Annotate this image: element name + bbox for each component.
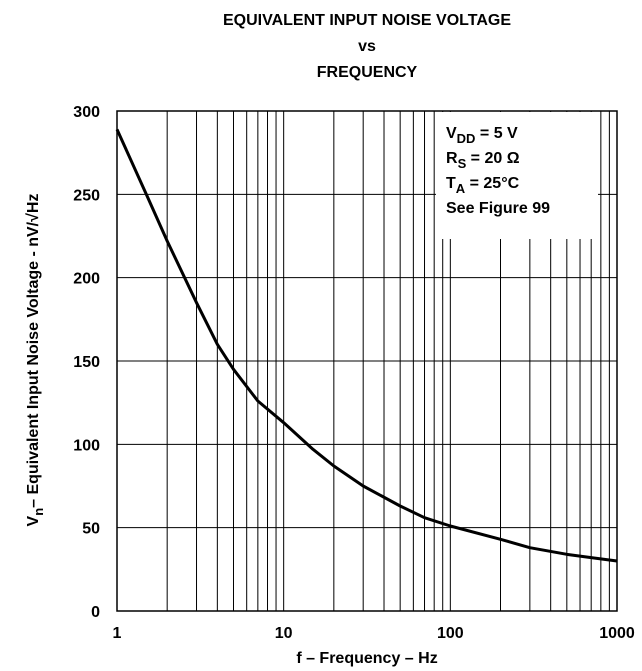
annotation: VDD = 5 V [446,125,518,146]
annotation-box [436,112,598,239]
chart-title: FREQUENCY [317,64,418,81]
annotation-sub: DD [457,131,476,146]
y-tick-label: 300 [73,104,100,121]
y-label-main: V [25,515,42,526]
annotation-sub: S [458,156,467,171]
y-tick-label: 50 [82,521,100,538]
y-tick-label: 100 [73,437,100,454]
y-tick-label: 250 [73,187,100,204]
annotation-main: R [446,150,458,167]
annotation-main: V [446,125,457,142]
y-label-rest: – Equivalent Input Noise Voltage - nV/√H… [25,194,42,508]
data-line [115,128,618,563]
annotation: TA = 25°C [446,175,520,196]
x-axis-label: f – Frequency – Hz [296,650,437,667]
annotation: See Figure 99 [446,200,550,217]
chart-title: EQUIVALENT INPUT NOISE VOLTAGE [223,12,511,29]
x-tick-label: 10 [275,625,293,642]
annotation-rest: = 20 Ω [466,150,519,167]
plot-frame [116,110,618,612]
annotation-rest: = 25°C [465,175,519,192]
annotation-sub: A [456,181,466,196]
y-tick-label: 200 [73,271,100,288]
annotation-main: See Figure 99 [446,200,550,217]
y-tick-label: 150 [73,354,100,371]
annotation-rest: = 5 V [475,125,518,142]
chart-title: vs [358,38,376,55]
x-tick-label: 1000 [599,625,635,642]
x-tick-label: 1 [113,625,122,642]
y-tick-label: 0 [91,604,100,621]
y-axis-label: Vn– Equivalent Input Noise Voltage - nV/… [25,194,46,527]
annotation-main: T [446,175,456,192]
x-tick-label: 100 [437,625,464,642]
annotation: RS = 20 Ω [446,150,520,171]
y-label-sub: n [31,508,46,516]
